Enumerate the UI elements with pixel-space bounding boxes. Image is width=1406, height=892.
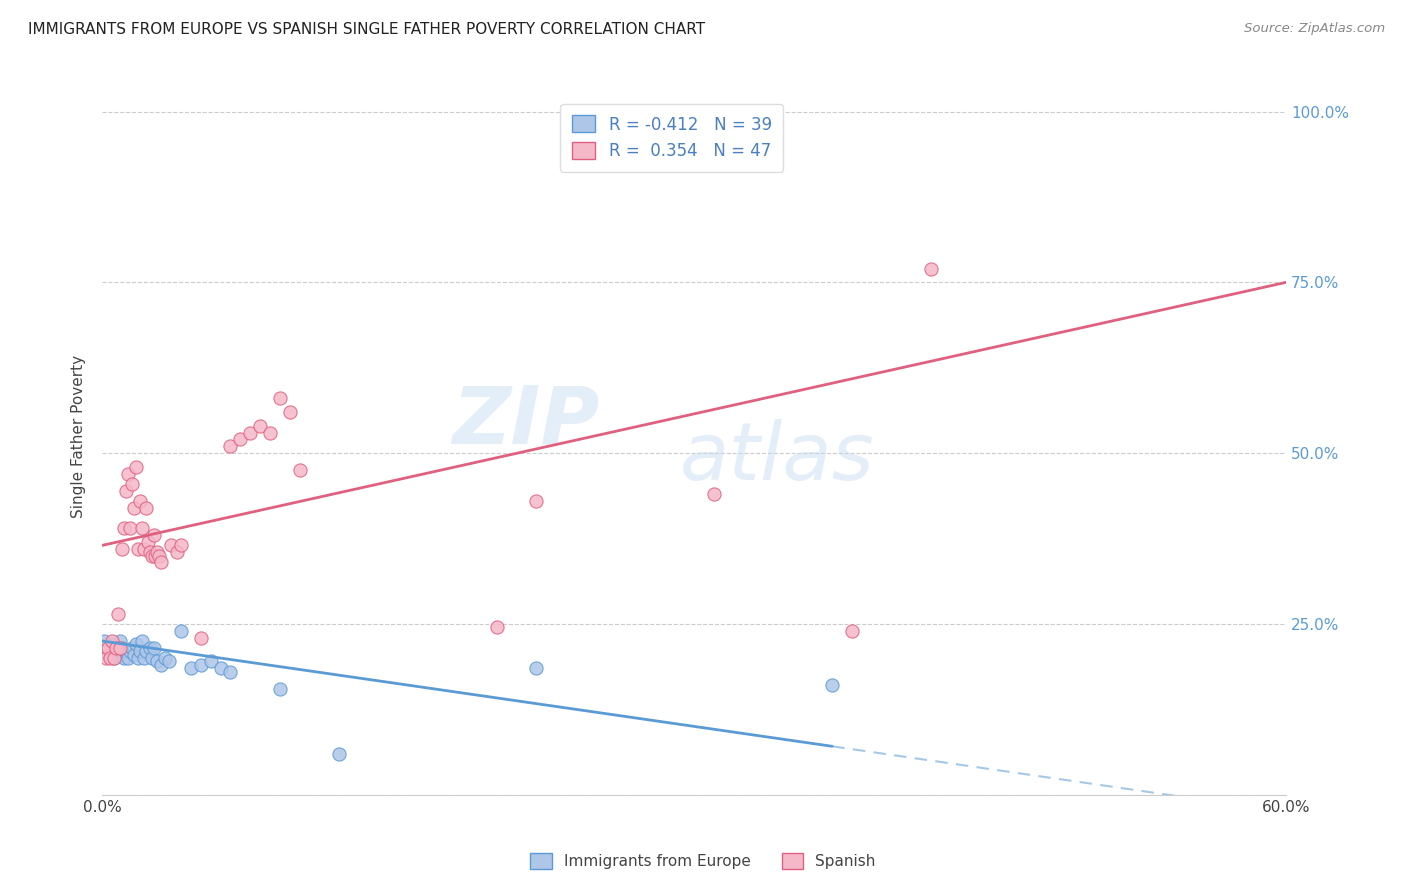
Text: Source: ZipAtlas.com: Source: ZipAtlas.com — [1244, 22, 1385, 36]
Point — [703, 487, 725, 501]
Point — [97, 648, 120, 662]
Point — [180, 661, 202, 675]
Point — [131, 521, 153, 535]
Point — [98, 651, 121, 665]
Point — [170, 624, 193, 638]
Point — [142, 528, 165, 542]
Point — [209, 661, 232, 675]
Point — [118, 644, 141, 658]
Point — [145, 549, 167, 563]
Point — [105, 640, 128, 655]
Point — [117, 651, 139, 665]
Point — [135, 644, 157, 658]
Point — [105, 640, 128, 655]
Point — [841, 624, 863, 638]
Point — [249, 418, 271, 433]
Point — [190, 631, 212, 645]
Point — [138, 545, 160, 559]
Point — [115, 483, 138, 498]
Point — [103, 651, 125, 665]
Y-axis label: Single Father Poverty: Single Father Poverty — [72, 354, 86, 517]
Point — [146, 545, 169, 559]
Point — [121, 640, 143, 655]
Point — [128, 494, 150, 508]
Point — [219, 665, 242, 679]
Point — [101, 634, 124, 648]
Point — [269, 681, 291, 696]
Point — [96, 644, 118, 658]
Point — [127, 541, 149, 556]
Point — [112, 651, 135, 665]
Point — [160, 538, 183, 552]
Point — [229, 433, 252, 447]
Point — [117, 467, 139, 481]
Point — [108, 640, 131, 655]
Point — [111, 640, 134, 655]
Point — [190, 657, 212, 672]
Point — [170, 538, 193, 552]
Point — [112, 521, 135, 535]
Point — [141, 651, 163, 665]
Point — [157, 655, 180, 669]
Point — [125, 637, 148, 651]
Legend: Immigrants from Europe, Spanish: Immigrants from Europe, Spanish — [524, 847, 882, 875]
Point — [259, 425, 281, 440]
Point — [150, 657, 173, 672]
Point — [136, 535, 159, 549]
Point — [118, 521, 141, 535]
Point — [141, 549, 163, 563]
Point — [107, 648, 129, 662]
Point — [107, 607, 129, 621]
Point — [125, 459, 148, 474]
Point — [103, 651, 125, 665]
Text: atlas: atlas — [679, 418, 875, 497]
Point — [101, 637, 124, 651]
Point — [148, 549, 170, 563]
Point — [155, 651, 177, 665]
Point — [93, 634, 115, 648]
Point — [108, 634, 131, 648]
Point — [121, 476, 143, 491]
Point — [127, 651, 149, 665]
Point — [166, 545, 188, 559]
Point — [122, 500, 145, 515]
Point — [131, 634, 153, 648]
Point — [269, 392, 291, 406]
Point — [278, 405, 301, 419]
Point — [122, 648, 145, 662]
Point — [132, 651, 155, 665]
Point — [146, 655, 169, 669]
Point — [98, 640, 121, 655]
Point — [821, 678, 844, 692]
Legend: R = -0.412   N = 39, R =  0.354   N = 47: R = -0.412 N = 39, R = 0.354 N = 47 — [561, 103, 783, 171]
Point — [200, 655, 222, 669]
Point — [142, 640, 165, 655]
Point — [128, 644, 150, 658]
Point — [111, 541, 134, 556]
Point — [150, 556, 173, 570]
Text: ZIP: ZIP — [451, 383, 599, 461]
Point — [115, 644, 138, 658]
Text: IMMIGRANTS FROM EUROPE VS SPANISH SINGLE FATHER POVERTY CORRELATION CHART: IMMIGRANTS FROM EUROPE VS SPANISH SINGLE… — [28, 22, 706, 37]
Point — [485, 620, 508, 634]
Point — [132, 541, 155, 556]
Point — [97, 640, 120, 655]
Point — [288, 463, 311, 477]
Point — [219, 439, 242, 453]
Point — [93, 644, 115, 658]
Point — [239, 425, 262, 440]
Point — [96, 651, 118, 665]
Point — [135, 500, 157, 515]
Point — [524, 494, 547, 508]
Point — [920, 261, 942, 276]
Point — [138, 640, 160, 655]
Point — [524, 661, 547, 675]
Point — [328, 747, 350, 761]
